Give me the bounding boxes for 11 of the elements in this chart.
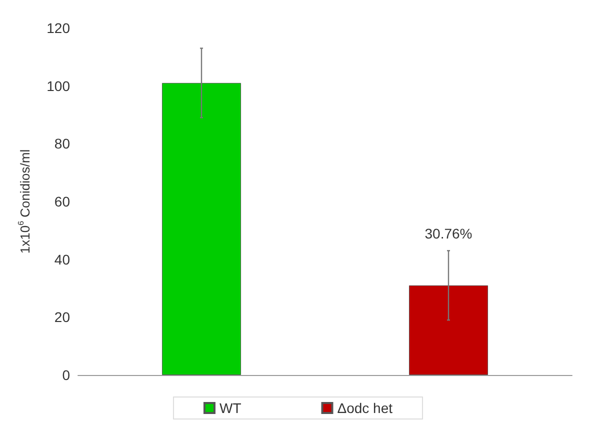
y-tick-label: 120 <box>46 20 70 36</box>
y-tick-label: 60 <box>54 194 70 210</box>
y-tick-label: 0 <box>62 367 70 383</box>
legend-label: WT <box>219 400 242 416</box>
annotation: 30.76% <box>424 226 472 242</box>
legend-label: Δodc het <box>337 400 393 416</box>
y-tick-label: 20 <box>54 309 70 326</box>
y-axis-title: 1x106 Conidios/ml <box>16 149 32 254</box>
y-tick-label: 40 <box>54 251 70 268</box>
y-tick-label: 100 <box>46 78 70 94</box>
y-tick-label: 80 <box>54 136 70 152</box>
